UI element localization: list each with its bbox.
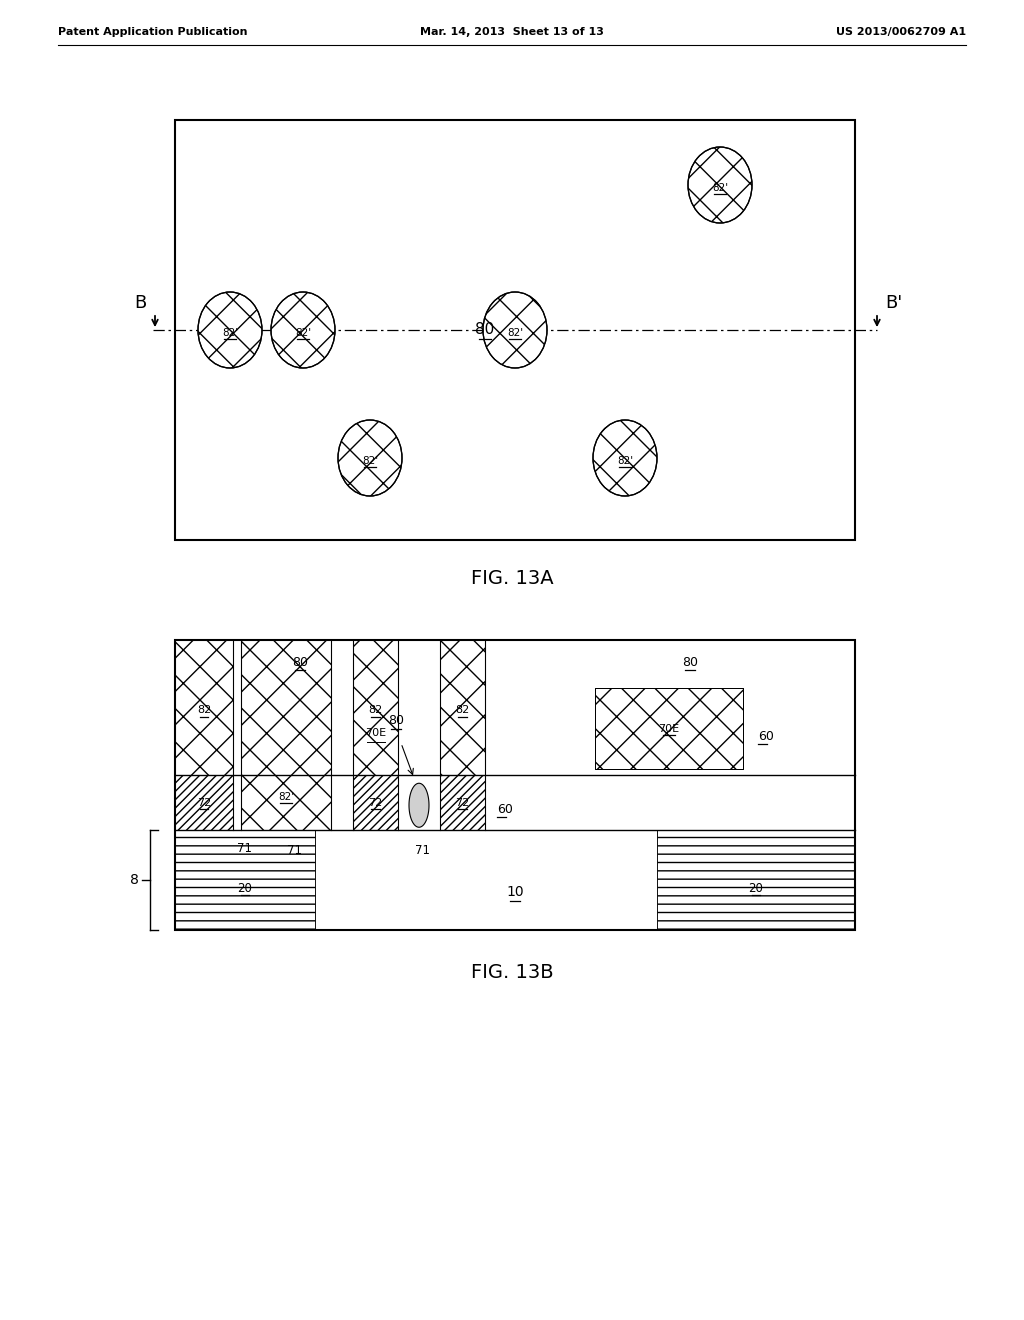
Text: 70E: 70E	[365, 729, 386, 738]
Ellipse shape	[338, 420, 402, 496]
Text: 72: 72	[369, 797, 383, 808]
Text: 82': 82'	[616, 455, 633, 466]
Text: FIG. 13A: FIG. 13A	[471, 569, 553, 587]
Text: 80: 80	[475, 322, 495, 338]
Bar	[440, 640, 485, 775]
Bar	[175, 640, 855, 931]
Bar	[353, 775, 398, 830]
Text: 82': 82'	[712, 183, 728, 193]
Bar	[241, 640, 331, 775]
Ellipse shape	[483, 292, 547, 368]
Text: 82': 82'	[507, 327, 523, 338]
Bar	[241, 775, 331, 830]
Bar	[595, 688, 743, 770]
Bar	[353, 775, 398, 830]
Bar	[175, 640, 855, 931]
Text: 10: 10	[506, 884, 524, 899]
Text: 20: 20	[749, 882, 764, 895]
Bar	[657, 830, 855, 931]
Text: 71: 71	[415, 843, 429, 857]
Text: 60: 60	[497, 803, 513, 816]
Text: 60: 60	[758, 730, 774, 743]
Bar	[175, 775, 233, 830]
Text: 82: 82	[369, 705, 383, 715]
Bar	[595, 688, 743, 770]
Text: 80: 80	[388, 714, 404, 727]
Text: FIG. 13B: FIG. 13B	[471, 962, 553, 982]
Text: Mar. 14, 2013  Sheet 13 of 13: Mar. 14, 2013 Sheet 13 of 13	[420, 26, 604, 37]
Ellipse shape	[271, 292, 335, 368]
Text: B': B'	[885, 294, 902, 312]
Text: US 2013/0062709 A1: US 2013/0062709 A1	[836, 26, 966, 37]
Ellipse shape	[593, 420, 657, 496]
Bar	[353, 640, 398, 775]
Bar	[175, 830, 315, 931]
Ellipse shape	[198, 292, 262, 368]
Text: 71: 71	[238, 842, 253, 855]
Text: Patent Application Publication: Patent Application Publication	[58, 26, 248, 37]
Text: 72: 72	[456, 797, 470, 808]
Bar	[241, 775, 331, 830]
Bar	[175, 775, 233, 830]
Text: 70E: 70E	[658, 723, 680, 734]
Text: 80: 80	[682, 656, 698, 668]
Text: 72: 72	[197, 797, 211, 808]
Polygon shape	[409, 783, 429, 828]
Bar	[241, 640, 331, 775]
Text: 71: 71	[288, 843, 302, 857]
Bar	[440, 775, 485, 830]
Text: B: B	[135, 294, 147, 312]
Bar	[440, 640, 485, 775]
Bar	[175, 640, 233, 775]
Text: 82': 82'	[361, 455, 378, 466]
Text: 82': 82'	[295, 327, 311, 338]
Bar	[657, 830, 855, 931]
Bar	[440, 775, 485, 830]
Text: 80: 80	[292, 656, 308, 668]
Ellipse shape	[688, 147, 752, 223]
Bar	[175, 640, 233, 775]
Bar	[175, 120, 855, 540]
Text: 82': 82'	[222, 327, 238, 338]
Text: 82': 82'	[278, 792, 294, 803]
Bar	[353, 640, 398, 775]
Text: 82: 82	[197, 705, 211, 715]
Bar	[175, 830, 315, 931]
Text: 82: 82	[456, 705, 470, 715]
Text: 8: 8	[130, 873, 139, 887]
Text: 20: 20	[238, 882, 253, 895]
